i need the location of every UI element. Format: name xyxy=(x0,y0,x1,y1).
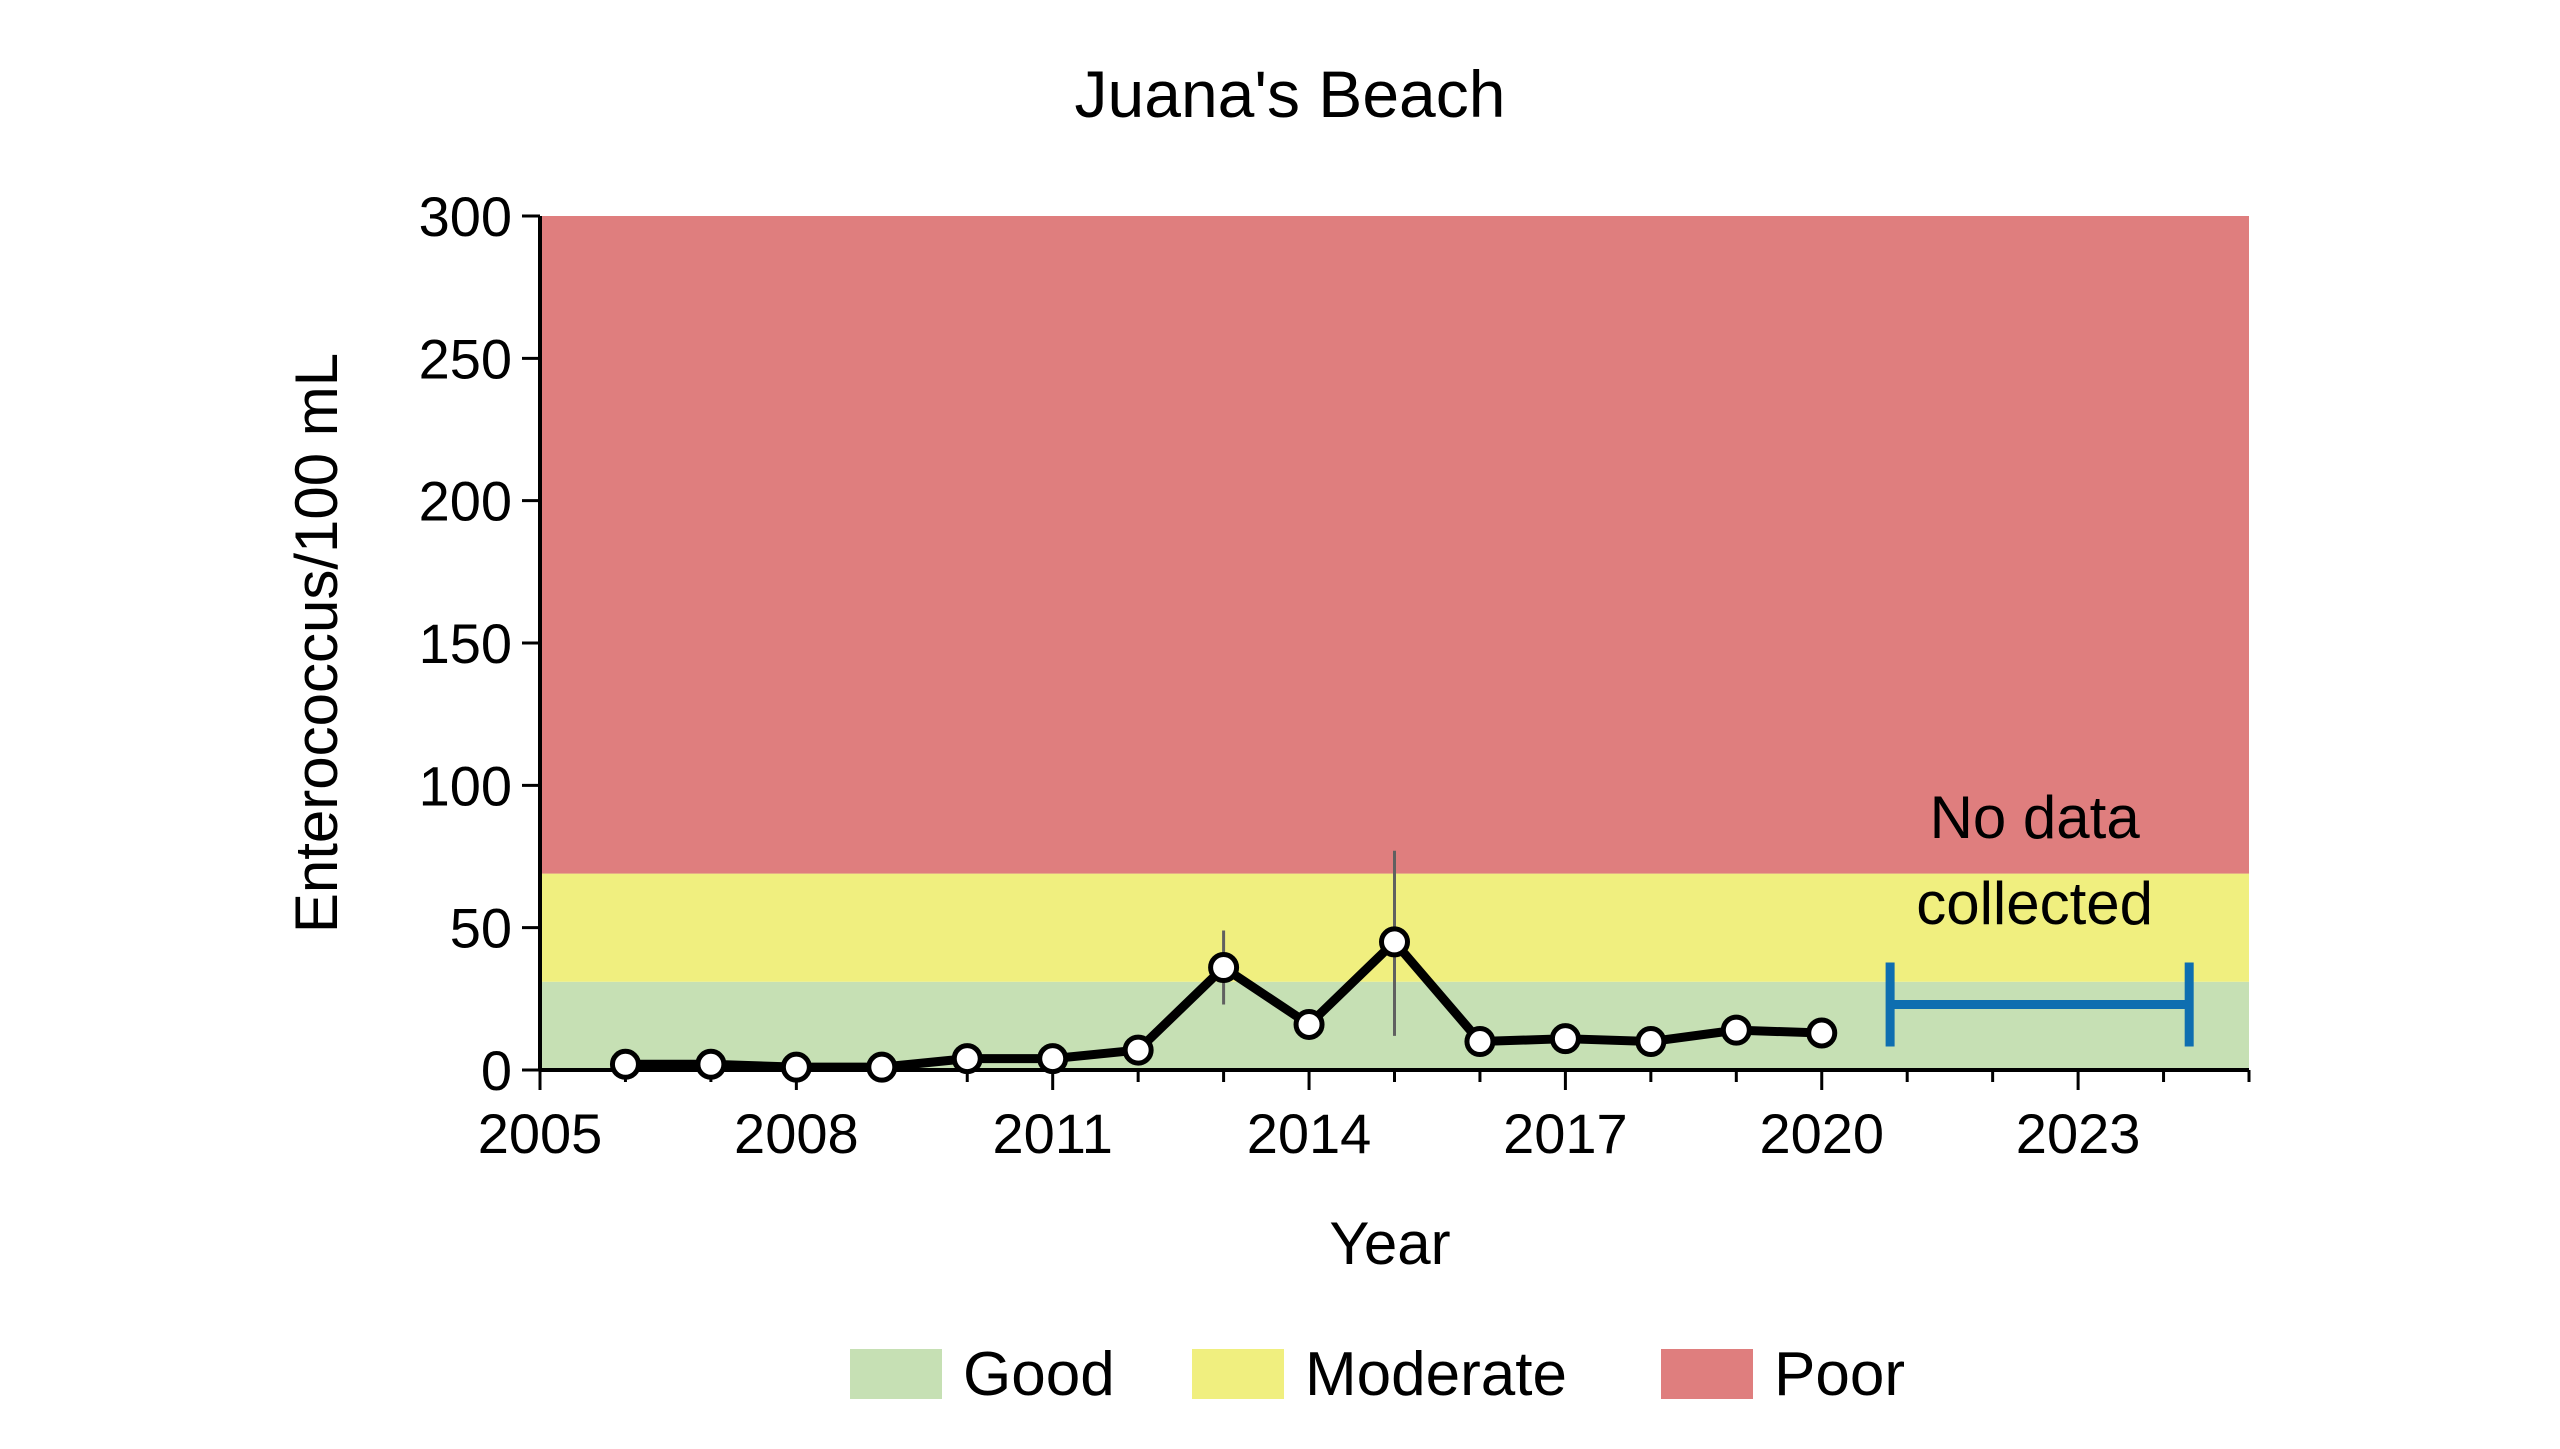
legend-label-moderate: Moderate xyxy=(1305,1340,1567,1409)
legend-swatch-poor xyxy=(1661,1349,1753,1399)
legend-label-poor: Poor xyxy=(1774,1340,1905,1409)
data-point xyxy=(1635,1026,1667,1058)
data-point xyxy=(1720,1014,1752,1046)
x-tick-label: 2020 xyxy=(1759,1102,1884,1165)
data-point xyxy=(1122,1034,1154,1066)
legend-swatch-moderate xyxy=(1192,1349,1284,1399)
x-tick-label: 2008 xyxy=(734,1102,859,1165)
y-tick-label: 100 xyxy=(419,754,512,817)
x-tick-label: 2005 xyxy=(478,1102,603,1165)
chart-title: Juana's Beach xyxy=(1075,57,1506,131)
data-point xyxy=(695,1048,727,1080)
data-point xyxy=(1806,1017,1838,1049)
data-point xyxy=(780,1051,812,1083)
band-poor xyxy=(540,216,2249,874)
y-tick-label: 200 xyxy=(419,470,512,533)
y-tick-label: 0 xyxy=(481,1039,512,1102)
no-data-text: collected xyxy=(1916,870,2153,937)
data-point xyxy=(1208,952,1240,984)
x-tick-label: 2014 xyxy=(1247,1102,1372,1165)
data-point xyxy=(1379,926,1410,958)
y-tick-label: 150 xyxy=(419,612,512,675)
x-tick-label: 2023 xyxy=(2016,1102,2141,1165)
x-tick-label: 2017 xyxy=(1503,1102,1628,1165)
y-tick-label: 300 xyxy=(419,185,512,248)
no-data-annotation: No data collected xyxy=(1885,784,2194,1047)
y-tick-label: 250 xyxy=(419,327,512,390)
x-tick-label: 2011 xyxy=(992,1102,1112,1165)
legend-label-good: Good xyxy=(963,1340,1115,1409)
legend-swatch-good xyxy=(850,1349,942,1399)
data-series xyxy=(609,926,1838,1083)
x-axis-label: Year xyxy=(1329,1210,1450,1277)
data-point xyxy=(1037,1043,1069,1075)
data-point xyxy=(609,1048,641,1080)
legend: Good Moderate Poor xyxy=(850,1340,1905,1409)
data-point xyxy=(1293,1008,1325,1040)
y-tick-label: 50 xyxy=(450,897,512,960)
no-data-text: No data xyxy=(1930,784,2141,851)
data-point xyxy=(951,1043,983,1075)
data-point xyxy=(866,1051,898,1083)
y-axis-label: Enterococcus/100 mL xyxy=(283,353,350,933)
data-point xyxy=(1549,1023,1581,1055)
data-point xyxy=(1464,1026,1496,1058)
